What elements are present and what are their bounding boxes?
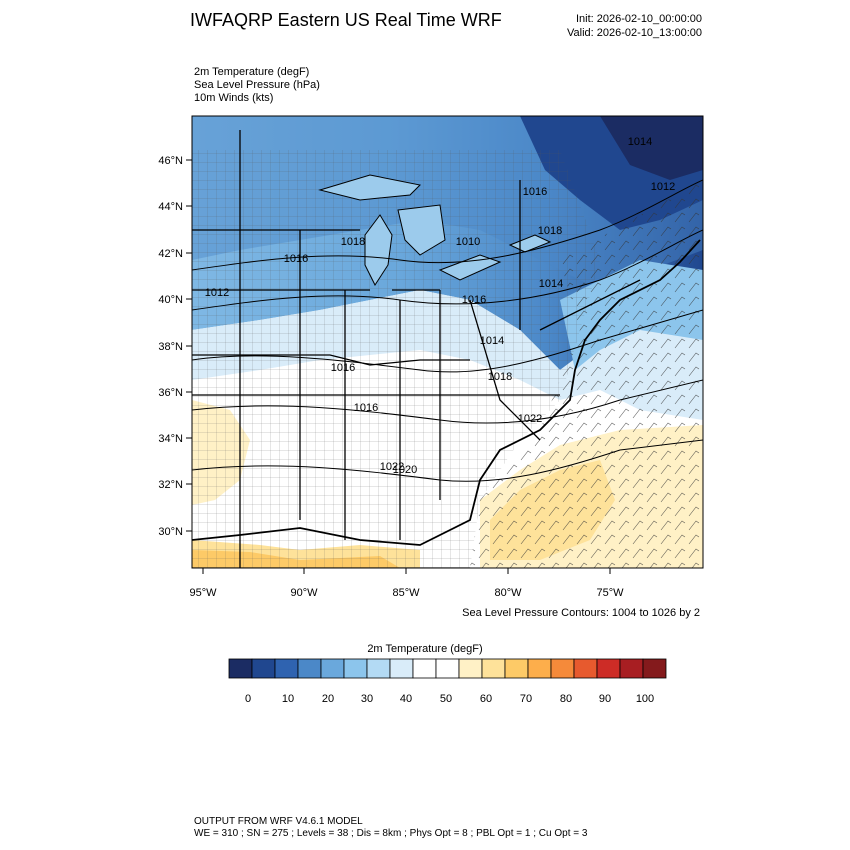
field-label-pressure: Sea Level Pressure (hPa) — [194, 79, 320, 91]
field-label-temperature: 2m Temperature (degF) — [194, 66, 310, 78]
pressure-label: 1022 — [380, 461, 404, 473]
pressure-label: 1018 — [538, 225, 562, 237]
longitude-label: 85°W — [392, 587, 420, 599]
colorbar-swatch — [297, 658, 322, 679]
colorbar-swatch — [251, 658, 276, 679]
pressure-label: 1016 — [523, 186, 547, 198]
latitude-label: 30°N — [158, 526, 183, 538]
longitude-ticks — [202, 568, 611, 574]
colorbar-swatch — [642, 658, 667, 679]
longitude-label: 80°W — [494, 587, 522, 599]
pressure-label: 1018 — [488, 371, 512, 383]
latitude-ticks — [186, 159, 192, 532]
latitude-label: 44°N — [158, 201, 183, 213]
pressure-labels: 1012 1018 1016 1014 1010 1016 1018 1012 1014 1016… — [205, 136, 675, 476]
colorbar-tick-label: 60 — [480, 693, 492, 705]
pressure-label: 1020 — [393, 464, 417, 476]
latitude-label: 34°N — [158, 433, 183, 445]
pressure-label: 1014 — [480, 335, 504, 347]
latitude-label: 38°N — [158, 341, 183, 353]
pressure-label: 1016 — [462, 294, 486, 306]
colorbar-swatch — [619, 658, 644, 679]
pressure-label: 1012 — [205, 287, 229, 299]
latitude-label: 40°N — [158, 294, 183, 306]
temperature-colorbar — [228, 658, 667, 679]
colorbar-tick-label: 70 — [520, 693, 532, 705]
colorbar-swatch — [550, 658, 575, 679]
colorbar-swatch — [527, 658, 552, 679]
longitude-label: 90°W — [290, 587, 318, 599]
pressure-label: 1012 — [651, 181, 675, 193]
pressure-label: 1016 — [284, 253, 308, 265]
colorbar-swatch — [366, 658, 391, 679]
pressure-label: 1022 — [518, 413, 542, 425]
colorbar-swatch — [228, 658, 253, 679]
colorbar-swatch — [320, 658, 345, 679]
map-field — [192, 116, 703, 568]
colorbar-tick-label: 30 — [361, 693, 373, 705]
colorbar-tick-label: 0 — [245, 693, 251, 705]
colorbar-swatch — [412, 658, 437, 679]
longitude-label: 75°W — [596, 587, 624, 599]
latitude-labels: 46°N 44°N 42°N 40°N 38°N 36°N 34°N 32°N 30°N — [158, 155, 183, 538]
model-config: WE = 310 ; SN = 275 ; Levels = 38 ; Dis … — [194, 828, 588, 839]
colorbar-tick-label: 100 — [636, 693, 654, 705]
colorbar-ticks: 0 10 20 30 40 50 60 70 80 90 100 — [245, 693, 654, 705]
pressure-label: 1016 — [354, 402, 378, 414]
colorbar-tick-label: 40 — [400, 693, 412, 705]
colorbar-swatch — [435, 658, 460, 679]
colorbar-tick-label: 20 — [322, 693, 334, 705]
pressure-label: 1014 — [539, 278, 563, 290]
pressure-label: 1010 — [456, 236, 480, 248]
colorbar-swatch — [389, 658, 414, 679]
contour-note: Sea Level Pressure Contours: 1004 to 102… — [462, 607, 700, 619]
colorbar-swatch — [573, 658, 598, 679]
colorbar-tick-label: 90 — [599, 693, 611, 705]
pressure-label: 1016 — [331, 362, 355, 374]
colorbar-title: 2m Temperature (degF) — [367, 643, 483, 655]
longitude-label: 95°W — [189, 587, 217, 599]
colorbar-swatch — [481, 658, 506, 679]
pressure-label: 1014 — [628, 136, 652, 148]
colorbar-swatch — [458, 658, 483, 679]
colorbar-swatch — [596, 658, 621, 679]
colorbar-swatch — [343, 658, 368, 679]
colorbar-tick-label: 10 — [282, 693, 294, 705]
latitude-label: 42°N — [158, 248, 183, 260]
colorbar-swatch — [504, 658, 529, 679]
longitude-labels: 95°W 90°W 85°W 80°W 75°W — [189, 587, 624, 599]
latitude-label: 36°N — [158, 387, 183, 399]
model-footer: OUTPUT FROM WRF V4.6.1 MODEL — [194, 816, 363, 827]
map-frame — [191, 115, 704, 569]
map-title: IWFAQRP Eastern US Real Time WRF — [190, 10, 502, 30]
valid-time: Valid: 2026-02-10_13:00:00 — [567, 27, 702, 39]
init-time: Init: 2026-02-10_00:00:00 — [576, 13, 702, 25]
latitude-label: 46°N — [158, 155, 183, 167]
pressure-label: 1018 — [341, 236, 365, 248]
colorbar-tick-label: 80 — [560, 693, 572, 705]
latitude-label: 32°N — [158, 479, 183, 491]
colorbar-tick-label: 50 — [440, 693, 452, 705]
colorbar-swatch — [274, 658, 299, 679]
field-label-winds: 10m Winds (kts) — [194, 92, 274, 104]
